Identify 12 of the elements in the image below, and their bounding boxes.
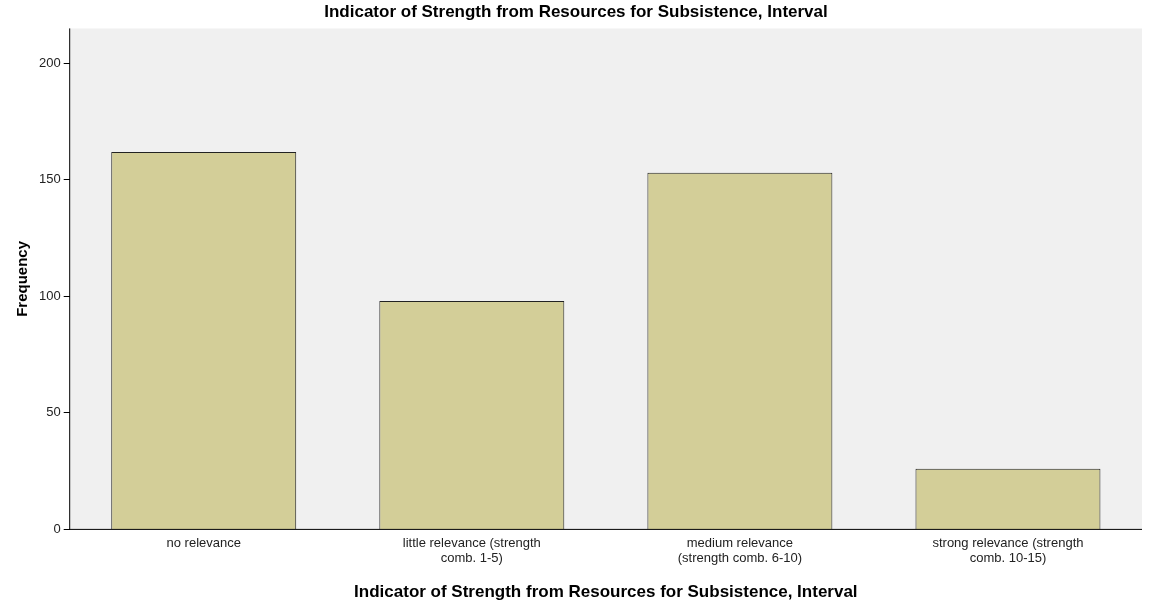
y-tick-label: 0: [53, 520, 61, 536]
y-tick-label: 50: [46, 404, 61, 420]
y-tick-label: 200: [38, 54, 61, 70]
y-tick-label: 150: [38, 171, 61, 187]
x-tick-label: strong relevance (strength comb. 10-15): [932, 534, 1084, 566]
x-tick-label: no relevance: [166, 534, 241, 550]
x-tick-label: little relevance (strength comb. 1-5): [402, 534, 541, 566]
chart-title: Indicator of Strength from Resources for Subsistence, Interval: [324, 1, 828, 21]
y-axis-title: Frequency: [13, 240, 31, 317]
x-tick-label: medium relevance (strength comb. 6-10): [677, 534, 803, 566]
y-tick-label: 100: [38, 287, 61, 303]
x-axis-title: Indicator of Strength from Resources for Subsistence, Interval: [354, 582, 858, 602]
